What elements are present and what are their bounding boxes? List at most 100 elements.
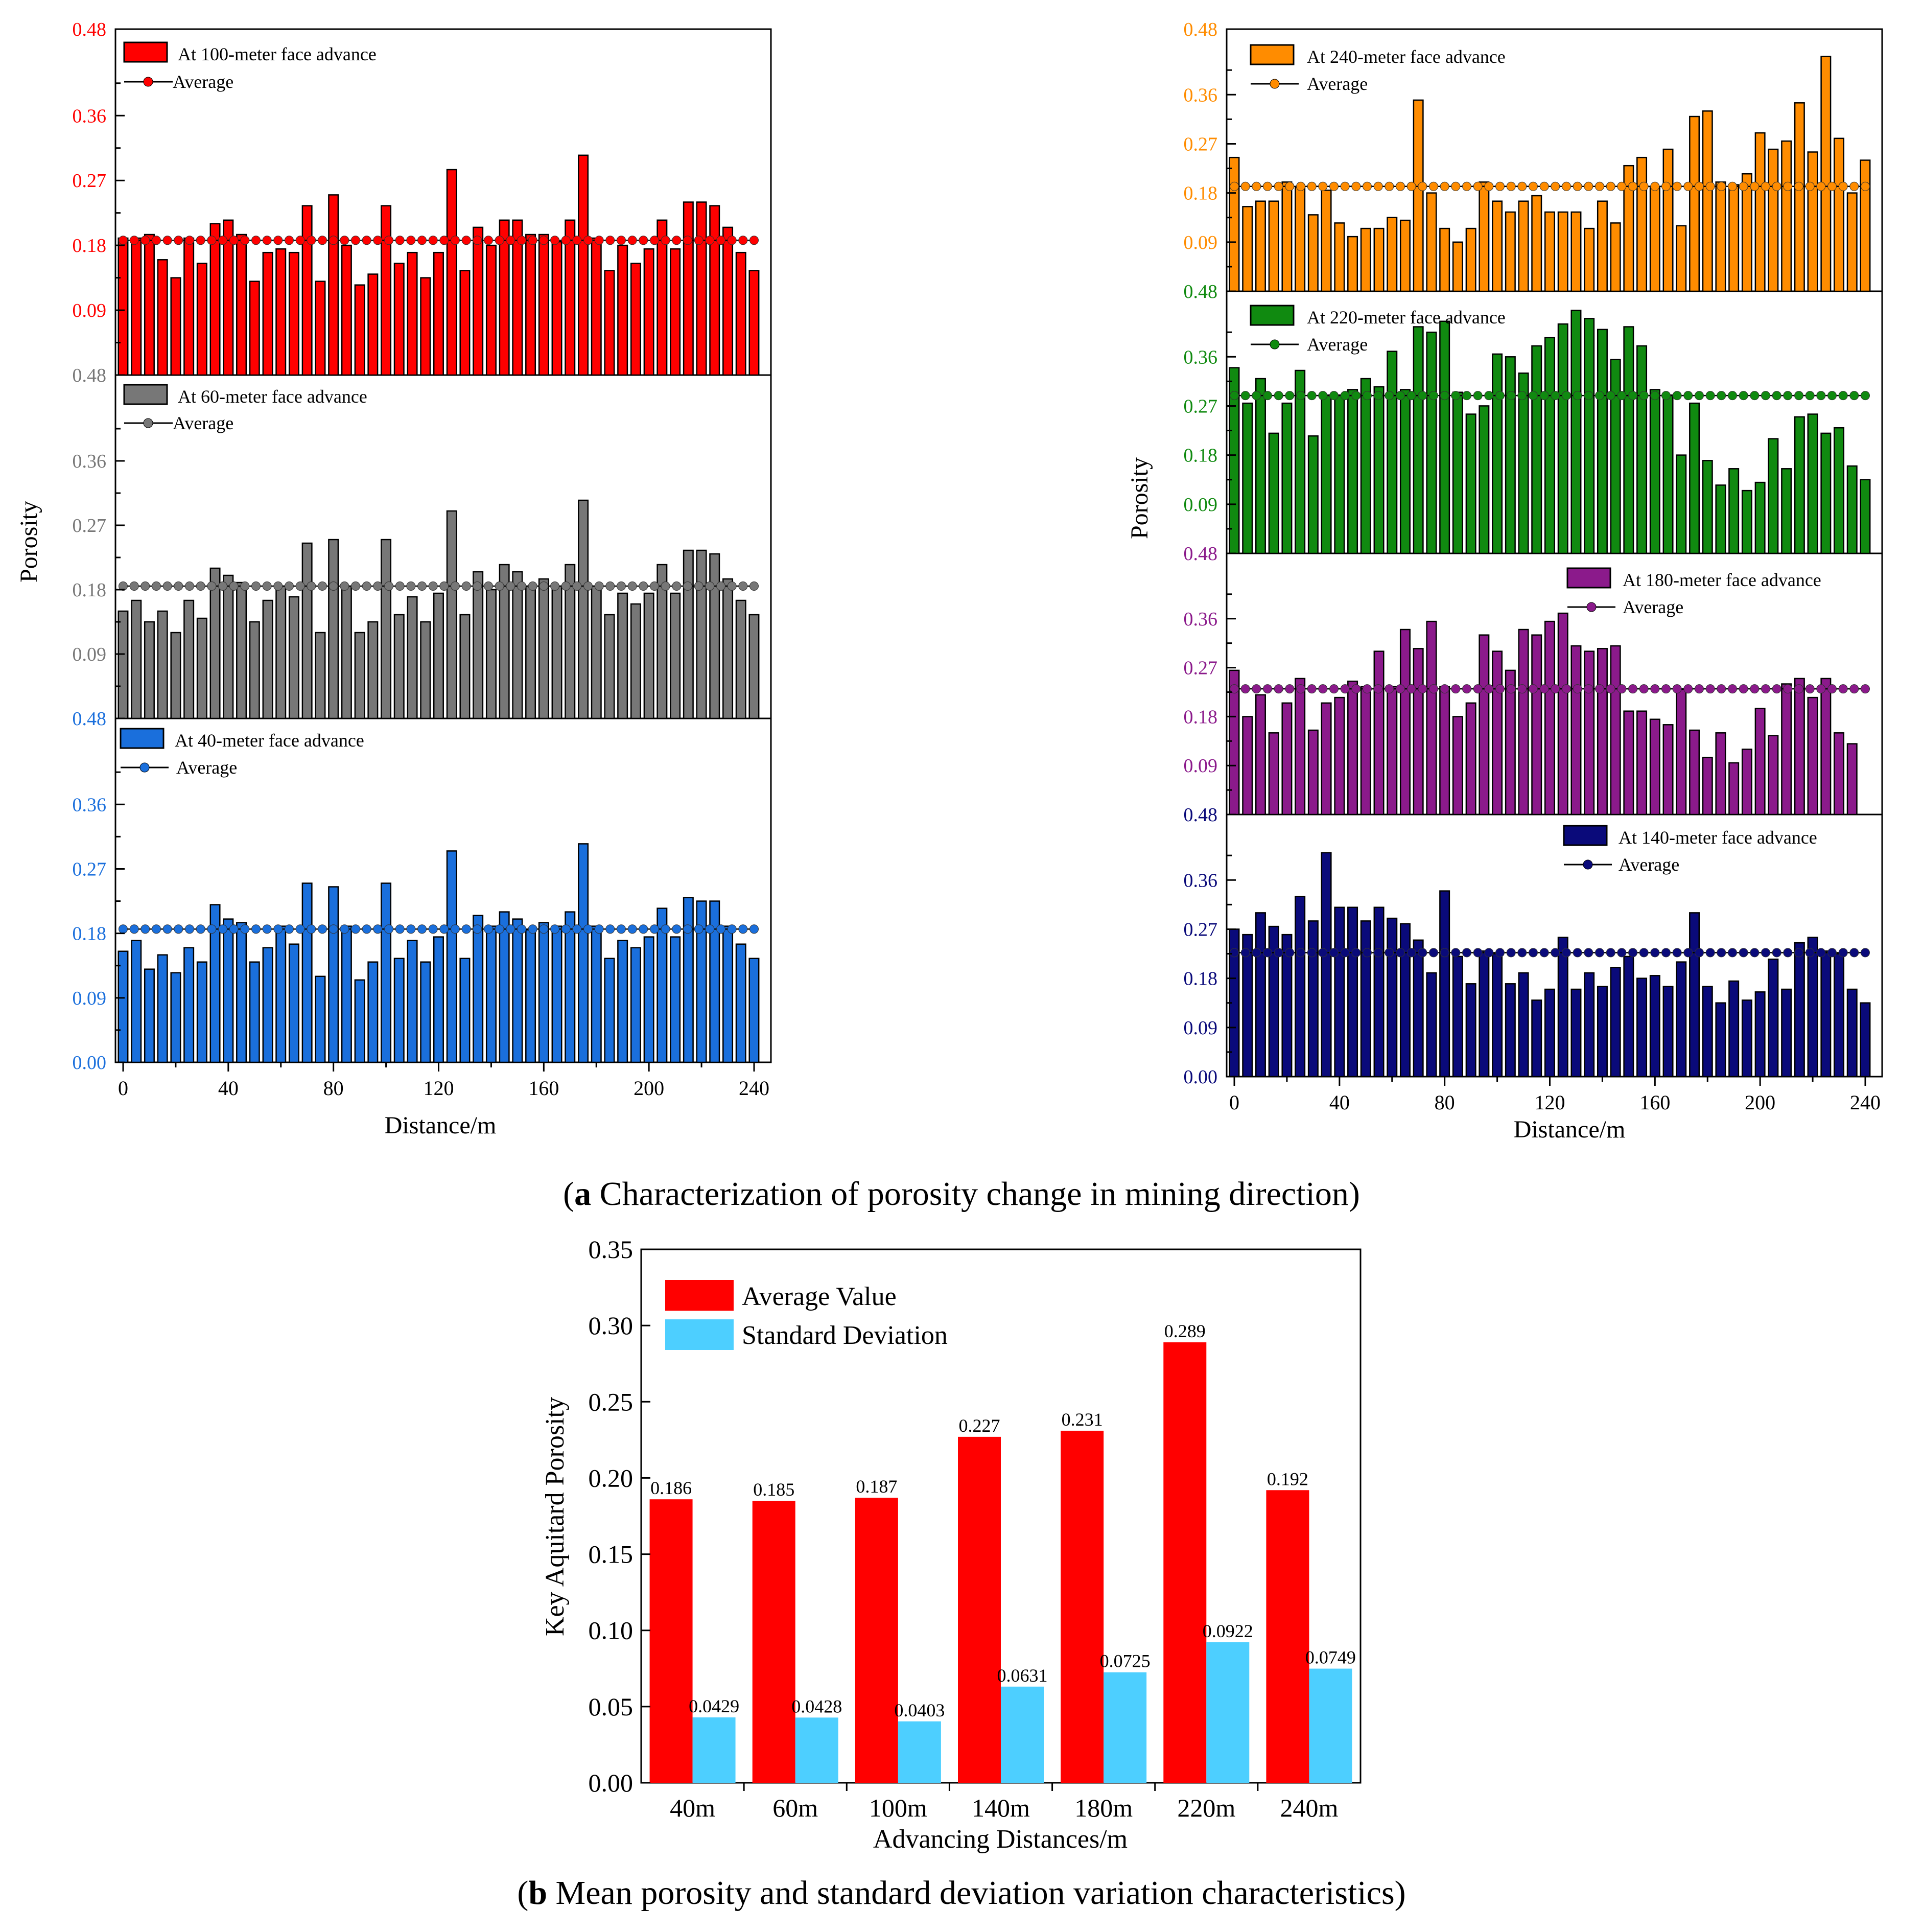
average-marker-adv180	[1484, 684, 1494, 694]
average-marker-adv60	[340, 581, 349, 591]
bar-adv180-13	[1399, 629, 1411, 816]
bar-adv100-8	[223, 219, 234, 376]
average-marker-adv40	[661, 924, 670, 934]
average-marker-adv220	[1252, 391, 1261, 401]
bar-adv100-23	[420, 277, 431, 376]
bar-adv180-24	[1544, 620, 1555, 816]
average-marker-adv100	[539, 236, 549, 245]
average-marker-adv40	[461, 924, 471, 934]
y-tick-label-adv40: 0.18	[73, 923, 107, 945]
bar-adv240-48	[1860, 159, 1871, 292]
summary-x-axis-label: Advancing Distances/m	[873, 1825, 1128, 1854]
average-marker-adv220	[1739, 391, 1748, 401]
average-marker-adv100	[517, 236, 526, 245]
bars-adv240	[1229, 56, 1871, 292]
bar-adv140-6	[1307, 920, 1319, 1078]
bar-adv240-12	[1387, 217, 1398, 292]
bar-adv60-11	[262, 599, 273, 719]
bar-adv240-19	[1479, 181, 1490, 292]
bar-adv100-24	[433, 251, 444, 376]
average-marker-adv220	[1363, 391, 1372, 401]
average-marker-adv240	[1584, 181, 1593, 191]
bar-adv220-23	[1531, 345, 1542, 554]
average-marker-adv140	[1683, 948, 1693, 958]
legend-label-adv40: At 40-meter face advance	[175, 730, 364, 751]
average-marker-adv220	[1584, 391, 1593, 401]
summary-bar-stddev-100m	[898, 1721, 941, 1783]
x-tick-label: 200	[634, 1077, 664, 1100]
average-marker-adv140	[1672, 948, 1682, 958]
bar-adv60-35	[578, 499, 589, 719]
bar-adv140-21	[1505, 983, 1516, 1078]
average-marker-adv40	[240, 924, 250, 934]
bar-adv240-47	[1846, 192, 1858, 292]
bar-adv100-46	[722, 226, 734, 376]
average-marker-adv240	[1838, 181, 1848, 191]
average-marker-adv140	[1750, 948, 1760, 958]
right-y-ticks: 0.09 0.18 0.27 0.36 0.48 0.09 0.18 0.27 0.36 0.48…	[1184, 19, 1236, 1088]
average-marker-adv240	[1539, 181, 1549, 191]
average-marker-adv180	[1396, 684, 1405, 694]
average-marker-adv40	[207, 924, 217, 934]
bar-adv60-41	[656, 564, 668, 719]
bar-adv60-30	[512, 571, 523, 719]
legend-avg-label-adv180: Average	[1623, 597, 1683, 617]
average-marker-adv60	[384, 581, 393, 591]
y-tick-label-adv60: 0.48	[73, 365, 107, 386]
bar-adv60-18	[354, 632, 365, 719]
bar-adv240-18	[1465, 227, 1476, 292]
average-marker-adv60	[617, 581, 626, 591]
bar-adv100-1	[131, 237, 142, 376]
average-marker-adv100	[473, 236, 482, 245]
bar-adv140-14	[1413, 939, 1424, 1078]
average-marker-adv240	[1363, 181, 1372, 191]
legend-avg-label-adv40: Average	[176, 757, 237, 778]
average-marker-adv180	[1296, 684, 1305, 694]
bar-adv220-19	[1479, 405, 1490, 554]
bar-adv220-1	[1242, 402, 1253, 554]
average-marker-adv180	[1683, 684, 1693, 694]
bar-adv220-4	[1281, 402, 1293, 554]
average-marker-adv140	[1529, 948, 1538, 958]
bars-adv220	[1229, 310, 1871, 554]
average-marker-adv180	[1661, 684, 1671, 694]
bar-adv220-42	[1781, 468, 1792, 554]
summary-x-tick-label: 240m	[1280, 1794, 1338, 1822]
average-marker-adv140	[1606, 948, 1615, 958]
bar-adv140-30	[1623, 956, 1634, 1078]
summary-data-label: 0.187	[856, 1476, 897, 1497]
bar-adv220-16	[1439, 320, 1450, 554]
summary-bar-average-140m	[958, 1436, 1001, 1783]
average-marker-adv180	[1861, 684, 1870, 694]
average-marker-adv240	[1683, 181, 1693, 191]
average-marker-adv240	[1429, 181, 1438, 191]
average-marker-adv100	[661, 236, 670, 245]
average-marker-adv140	[1252, 948, 1261, 958]
y-tick-label-adv40: 0.36	[73, 794, 107, 816]
bar-adv240-11	[1373, 227, 1385, 292]
bar-adv220-46	[1834, 427, 1845, 554]
bar-adv60-22	[407, 596, 418, 719]
bar-adv60-29	[499, 564, 510, 719]
average-marker-adv60	[605, 581, 615, 591]
legend-avg-marker-adv220	[1270, 339, 1280, 350]
bar-adv220-43	[1794, 416, 1805, 554]
average-marker-adv180	[1529, 684, 1538, 694]
average-marker-adv220	[1595, 391, 1604, 401]
bar-adv240-30	[1623, 165, 1634, 292]
summary-bar-average-220m	[1163, 1342, 1207, 1783]
bar-adv100-14	[301, 205, 313, 376]
bar-adv240-1	[1242, 206, 1253, 292]
y-tick-label-adv240: 0.09	[1184, 232, 1218, 253]
average-marker-adv100	[351, 236, 360, 245]
summary-data-label: 0.0922	[1203, 1621, 1253, 1641]
summary-x-tick-label: 60m	[772, 1794, 818, 1822]
y-tick-label-adv100: 0.48	[73, 19, 107, 40]
legend-swatch-stddev	[665, 1319, 734, 1350]
average-marker-adv40	[627, 924, 637, 934]
x-tick-label: 80	[1435, 1091, 1455, 1114]
bar-adv240-5	[1295, 187, 1306, 292]
average-marker-adv140	[1363, 948, 1372, 958]
average-marker-adv240	[1396, 181, 1405, 191]
